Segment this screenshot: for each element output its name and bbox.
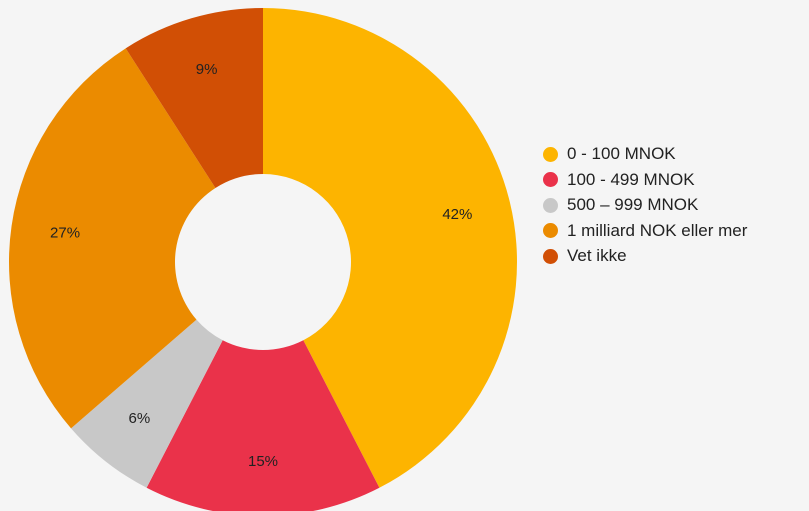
slice-percent-label: 6% [129, 410, 151, 427]
slice-labels-group: 42% 15% 6% 27% 9% [50, 61, 472, 470]
donut-slice[interactable] [71, 319, 223, 488]
legend-label: Vet ikke [567, 246, 627, 265]
legend-label: 1 milliard NOK eller mer [567, 220, 748, 240]
legend-item[interactable]: 0 - 100 MNOK [543, 142, 747, 166]
donut-slice[interactable] [146, 340, 380, 511]
legend-item[interactable]: 1 milliard NOK eller mer [543, 219, 747, 243]
donut-slice[interactable] [125, 8, 263, 188]
legend-item[interactable]: 500 – 999 MNOK [543, 193, 747, 217]
donut-plot-area: 42% 15% 6% 27% 9% [9, 8, 517, 511]
legend-label: 100 - 499 MNOK [567, 169, 695, 189]
slice-percent-label: 9% [196, 61, 218, 78]
donut-slice[interactable] [9, 48, 216, 429]
legend-swatch-icon [543, 146, 558, 162]
legend-label: 500 – 999 MNOK [567, 195, 699, 214]
legend-swatch-icon [543, 172, 558, 187]
legend-swatch-icon [543, 197, 558, 213]
legend-item[interactable]: Vet ikke [543, 244, 747, 268]
legend-label: 0 - 100 MNOK [567, 144, 676, 163]
slice-percent-label: 27% [50, 225, 80, 242]
slices-group [9, 8, 517, 511]
slice-percent-label: 42% [442, 206, 472, 223]
legend-swatch-icon [543, 248, 558, 264]
legend-item[interactable]: 100 - 499 MNOK [543, 168, 747, 192]
legend-swatch-icon [543, 223, 558, 238]
legend: 0 - 100 MNOK 100 - 499 MNOK 500 – 999 MNOK… [543, 142, 747, 270]
slice-percent-label: 15% [248, 453, 278, 470]
donut-slice[interactable] [263, 8, 517, 488]
